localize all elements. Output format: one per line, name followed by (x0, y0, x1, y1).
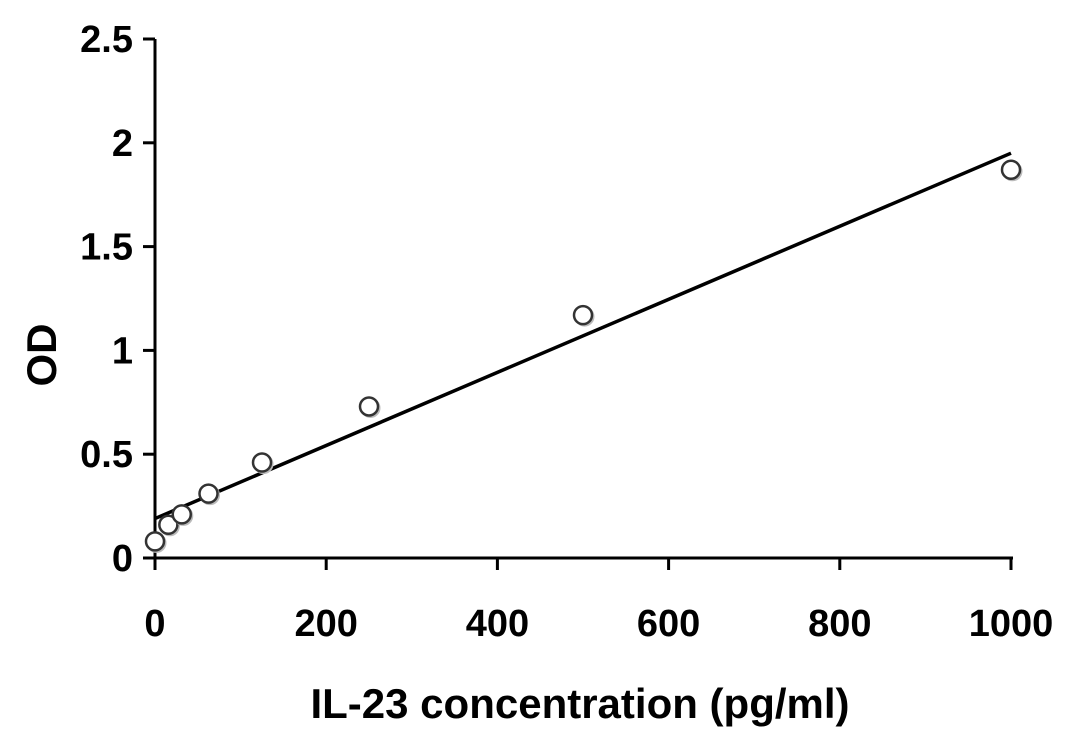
x-tick-label: 800 (808, 603, 871, 645)
y-tick-label: 0.5 (80, 434, 133, 476)
data-point (198, 483, 219, 504)
trendline-layer (154, 151, 1012, 521)
x-tick-label: 0 (144, 603, 165, 645)
data-points (144, 159, 1023, 553)
x-tick-label: 200 (294, 603, 357, 645)
data-point (251, 452, 273, 473)
tick-labels: 0 0.5 1 1.5 2 2.5 0 200 400 600 800 1000 (80, 19, 1053, 645)
data-point (171, 504, 192, 525)
y-tick-label: 2 (112, 123, 133, 165)
x-tick-label: 1000 (969, 603, 1054, 645)
data-point (144, 531, 166, 552)
trendline (154, 151, 1012, 521)
data-point (158, 514, 179, 536)
y-tick-label: 0 (112, 538, 133, 580)
tick-marks (143, 37, 1013, 570)
x-axis-title: IL-23 concentration (pg/ml) (310, 680, 849, 727)
y-tick-label: 1 (112, 330, 133, 372)
data-point (572, 304, 594, 326)
data-point (1000, 159, 1022, 181)
x-tick-label: 600 (637, 603, 700, 645)
y-tick-label: 2.5 (80, 19, 133, 61)
y-axis-title: OD (18, 324, 65, 387)
data-point (358, 396, 380, 417)
y-tick-label: 1.5 (80, 227, 133, 269)
x-tick-label: 400 (466, 603, 529, 645)
axes (147, 39, 1013, 566)
